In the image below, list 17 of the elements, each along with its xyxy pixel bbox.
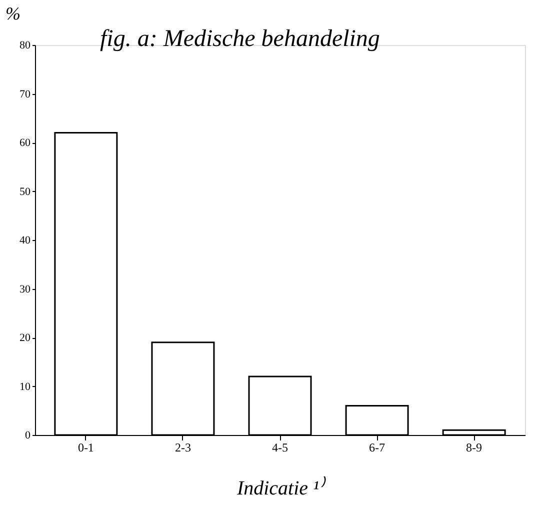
x-tick-label: 6-7: [369, 440, 386, 454]
y-tick-label: 60: [20, 137, 31, 149]
y-axis-title: %: [6, 4, 20, 24]
chart-title: fig. a: Medische behandeling: [100, 26, 380, 52]
y-tick-label: 50: [20, 186, 31, 198]
x-tick-label: 4-5: [272, 440, 288, 454]
y-tick-label: 10: [20, 380, 31, 393]
y-tick-label: 40: [20, 234, 31, 246]
x-tick-label: 0-1: [78, 440, 94, 454]
x-tick-label: 2-3: [174, 440, 191, 454]
y-tick-label: 20: [20, 332, 31, 344]
y-tick-label: 30: [20, 283, 31, 296]
y-tick-label: 0: [25, 430, 31, 442]
y-tick-label: 80: [20, 40, 31, 52]
x-axis-title: Indicatie ¹⁾: [236, 476, 326, 500]
y-tick-label: 70: [20, 88, 31, 100]
x-tick-label: 8-9: [466, 440, 482, 454]
